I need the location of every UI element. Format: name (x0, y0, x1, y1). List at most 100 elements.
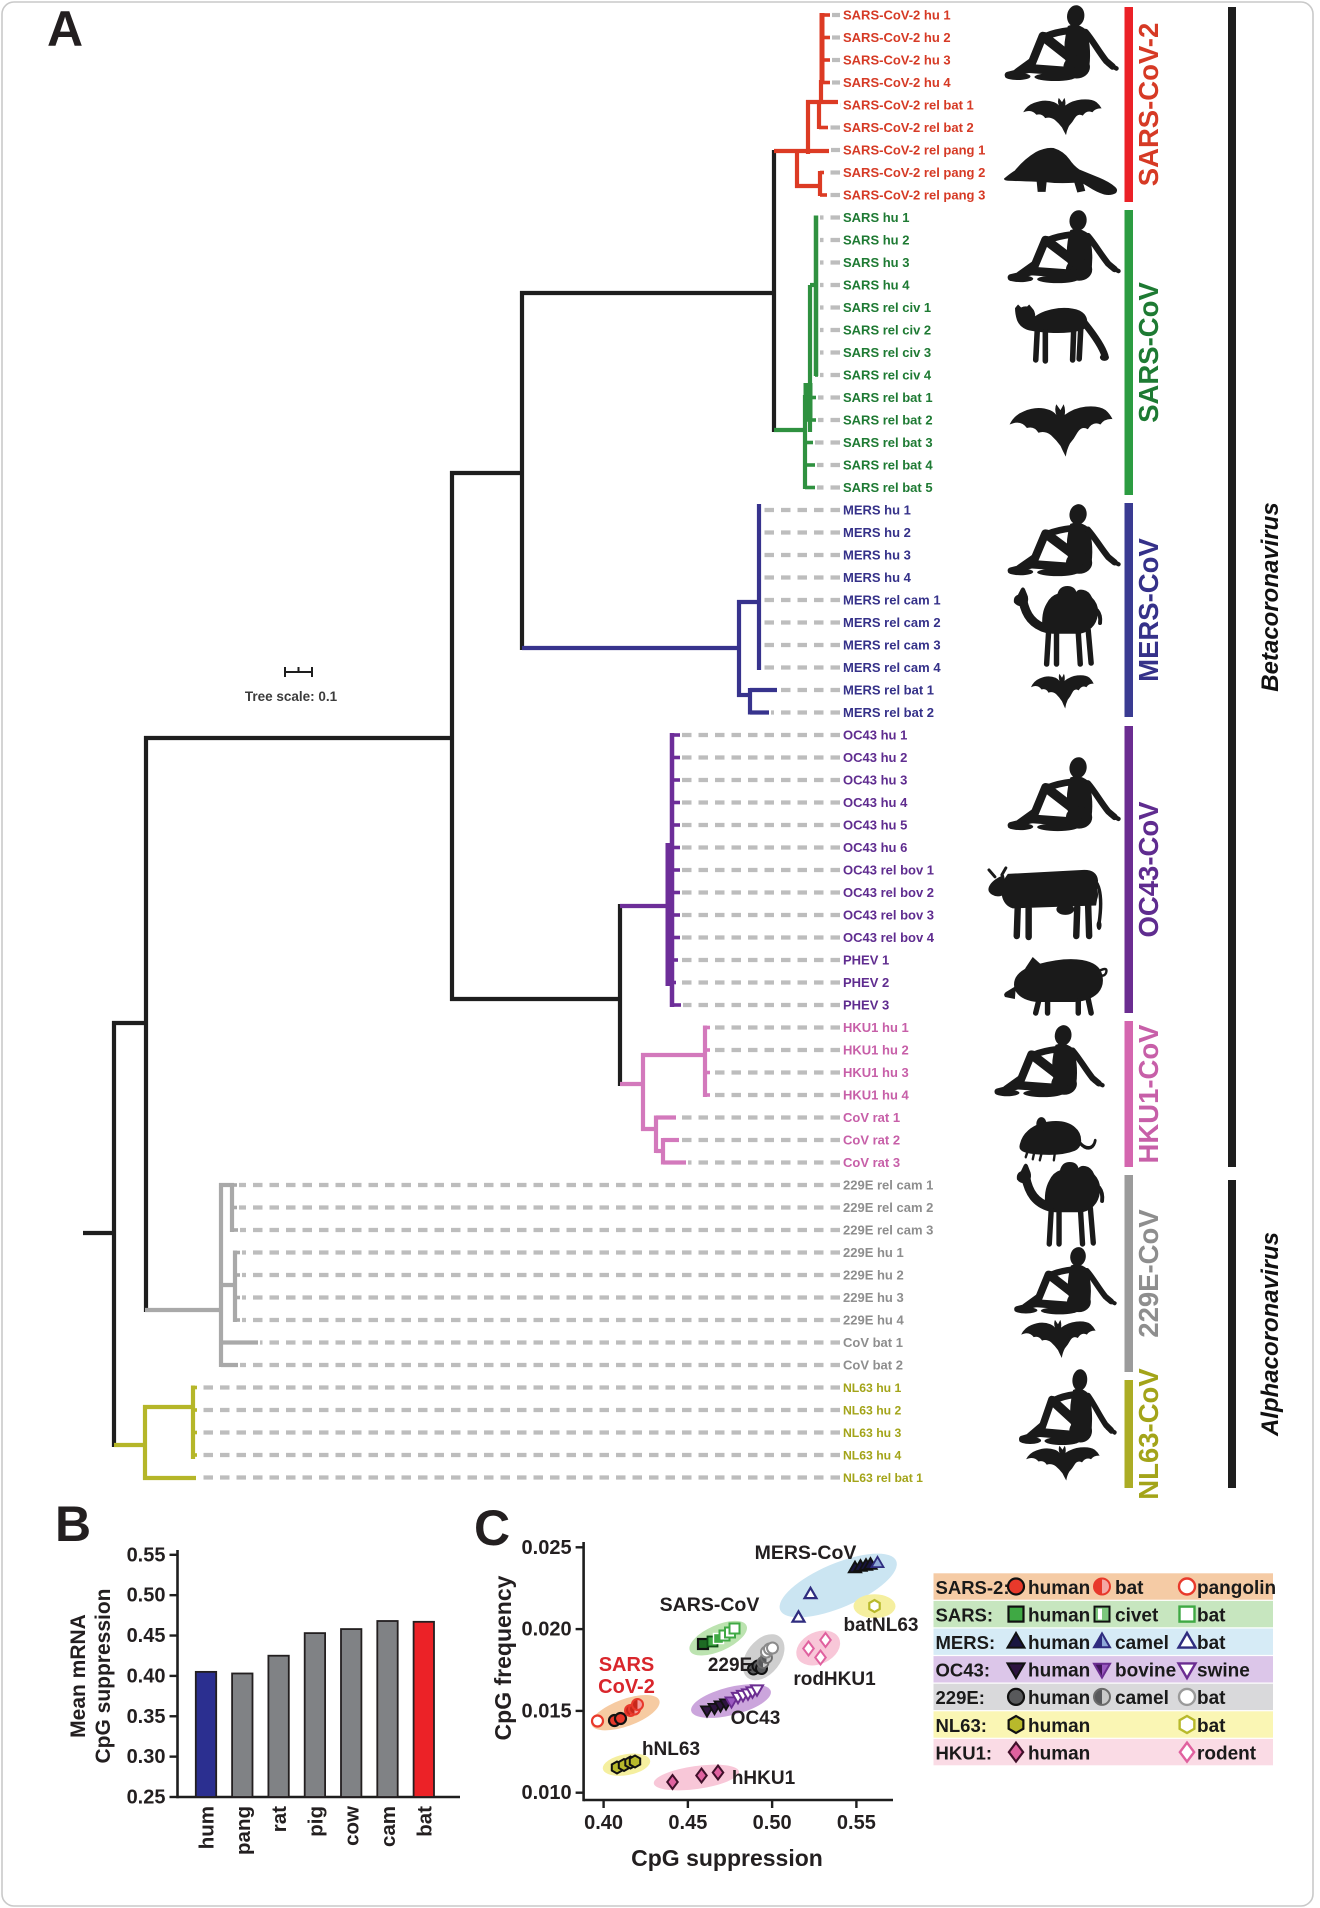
svg-text:CoV rat 3: CoV rat 3 (843, 1155, 900, 1170)
svg-text:CoV-2: CoV-2 (598, 1676, 655, 1698)
svg-text:human: human (1028, 1605, 1090, 1626)
svg-text:SARS-2:: SARS-2: (936, 1577, 1010, 1598)
svg-text:camel: camel (1115, 1688, 1169, 1709)
svg-text:SARS-CoV-2 rel pang 2: SARS-CoV-2 rel pang 2 (843, 165, 985, 180)
svg-text:SARS hu 2: SARS hu 2 (843, 233, 909, 248)
svg-text:Alphacoronavirus: Alphacoronavirus (1257, 1232, 1284, 1437)
svg-text:229E hu 2: 229E hu 2 (843, 1268, 904, 1283)
svg-text:MERS hu 1: MERS hu 1 (843, 503, 911, 518)
svg-text:SARS hu 4: SARS hu 4 (843, 278, 910, 293)
svg-text:NL63-CoV: NL63-CoV (1133, 1368, 1164, 1500)
svg-text:NL63 rel bat 1: NL63 rel bat 1 (843, 1471, 923, 1485)
svg-text:rodent: rodent (1197, 1743, 1257, 1764)
svg-text:Tree scale: 0.1: Tree scale: 0.1 (245, 689, 338, 704)
svg-text:229E hu 1: 229E hu 1 (843, 1245, 904, 1260)
svg-text:SARS-CoV-2 hu 3: SARS-CoV-2 hu 3 (843, 53, 951, 68)
svg-text:cam: cam (377, 1806, 400, 1847)
svg-text:CpG suppression: CpG suppression (92, 1588, 115, 1763)
svg-text:C: C (474, 1500, 510, 1556)
svg-text:OC43 rel bov 1: OC43 rel bov 1 (843, 863, 934, 878)
svg-text:HKU1 hu 1: HKU1 hu 1 (843, 1020, 909, 1035)
svg-text:HKU1 hu 4: HKU1 hu 4 (843, 1088, 910, 1103)
svg-text:SARS hu 1: SARS hu 1 (843, 210, 909, 225)
svg-text:SARS rel bat 5: SARS rel bat 5 (843, 480, 933, 495)
svg-text:CoV bat 1: CoV bat 1 (843, 1335, 903, 1350)
svg-text:CoV rat 1: CoV rat 1 (843, 1110, 900, 1125)
svg-text:SARS-CoV: SARS-CoV (660, 1594, 760, 1616)
svg-text:CpG frequency: CpG frequency (490, 1575, 516, 1740)
svg-text:OC43-CoV: OC43-CoV (1133, 801, 1164, 938)
svg-text:hNL63: hNL63 (642, 1739, 700, 1760)
svg-text:bat: bat (1197, 1688, 1226, 1709)
svg-text:MERS rel cam 4: MERS rel cam 4 (843, 660, 941, 675)
svg-text:rodHKU1: rodHKU1 (793, 1669, 876, 1690)
svg-text:0.010: 0.010 (522, 1782, 572, 1804)
svg-text:0.35: 0.35 (127, 1706, 166, 1728)
svg-text:MERS rel bat 1: MERS rel bat 1 (843, 683, 934, 698)
svg-text:OC43: OC43 (731, 1708, 781, 1729)
svg-text:MERS rel bat 2: MERS rel bat 2 (843, 705, 934, 720)
svg-text:OC43 hu 1: OC43 hu 1 (843, 728, 907, 743)
svg-text:NL63 hu 2: NL63 hu 2 (843, 1404, 901, 1418)
svg-text:OC43 hu 4: OC43 hu 4 (843, 795, 908, 810)
svg-text:pang: pang (232, 1806, 255, 1855)
svg-text:camel: camel (1115, 1633, 1169, 1654)
svg-text:bat: bat (413, 1806, 436, 1837)
svg-text:rat: rat (268, 1806, 291, 1832)
svg-text:MERS hu 4: MERS hu 4 (843, 570, 912, 585)
svg-text:OC43 hu 2: OC43 hu 2 (843, 750, 907, 765)
svg-text:OC43 hu 3: OC43 hu 3 (843, 773, 907, 788)
svg-text:0.45: 0.45 (127, 1625, 166, 1647)
svg-text:CoV bat 2: CoV bat 2 (843, 1358, 903, 1373)
svg-text:MERS-CoV: MERS-CoV (1133, 538, 1164, 682)
svg-text:bovine: bovine (1115, 1661, 1176, 1682)
svg-text:229E hu 3: 229E hu 3 (843, 1290, 904, 1305)
svg-text:CoV rat 2: CoV rat 2 (843, 1133, 900, 1148)
svg-text:SARS: SARS (599, 1654, 655, 1676)
svg-text:human: human (1028, 1716, 1090, 1737)
svg-text:SARS hu 3: SARS hu 3 (843, 255, 909, 270)
svg-text:bat: bat (1115, 1578, 1144, 1599)
svg-text:SARS rel bat 2: SARS rel bat 2 (843, 413, 933, 428)
svg-text:0.50: 0.50 (127, 1585, 166, 1607)
svg-text:CpG suppression: CpG suppression (631, 1845, 823, 1871)
svg-text:MERS rel cam 3: MERS rel cam 3 (843, 638, 941, 653)
svg-text:SARS-CoV-2 hu 1: SARS-CoV-2 hu 1 (843, 8, 951, 23)
svg-text:0.45: 0.45 (668, 1812, 707, 1834)
svg-text:NL63:: NL63: (936, 1715, 987, 1736)
svg-text:0.020: 0.020 (522, 1619, 572, 1641)
svg-text:0.30: 0.30 (127, 1746, 166, 1768)
svg-text:SARS-CoV: SARS-CoV (1133, 282, 1164, 423)
svg-text:SARS rel bat 3: SARS rel bat 3 (843, 435, 933, 450)
svg-text:bat: bat (1197, 1716, 1226, 1737)
svg-text:OC43 rel bov 4: OC43 rel bov 4 (843, 930, 935, 945)
svg-text:OC43:: OC43: (936, 1660, 991, 1681)
svg-text:human: human (1028, 1688, 1090, 1709)
svg-text:hum: hum (196, 1806, 219, 1849)
svg-text:human: human (1028, 1633, 1090, 1654)
svg-text:SARS-CoV-2 hu 2: SARS-CoV-2 hu 2 (843, 30, 951, 45)
svg-text:SARS:: SARS: (936, 1604, 994, 1625)
svg-text:0.55: 0.55 (837, 1812, 876, 1834)
svg-text:229E: 229E (708, 1655, 752, 1676)
svg-text:PHEV 2: PHEV 2 (843, 975, 889, 990)
svg-text:MERS:: MERS: (936, 1632, 996, 1653)
svg-text:swine: swine (1197, 1661, 1250, 1682)
svg-text:pangolin: pangolin (1197, 1578, 1276, 1599)
svg-text:human: human (1028, 1743, 1090, 1764)
svg-text:MERS rel cam 1: MERS rel cam 1 (843, 593, 941, 608)
svg-text:SARS-CoV-2 rel pang 3: SARS-CoV-2 rel pang 3 (843, 188, 985, 203)
svg-text:A: A (47, 1, 83, 57)
svg-text:NL63 hu 4: NL63 hu 4 (843, 1449, 901, 1463)
svg-text:HKU1 hu 2: HKU1 hu 2 (843, 1043, 909, 1058)
svg-text:0.40: 0.40 (584, 1812, 623, 1834)
svg-text:SARS-CoV-2: SARS-CoV-2 (1133, 23, 1164, 187)
svg-text:SARS rel bat 1: SARS rel bat 1 (843, 390, 933, 405)
svg-text:PHEV 1: PHEV 1 (843, 953, 889, 968)
svg-text:NL63 hu 3: NL63 hu 3 (843, 1426, 901, 1440)
svg-text:SARS-CoV-2 rel bat 2: SARS-CoV-2 rel bat 2 (843, 120, 974, 135)
svg-text:hHKU1: hHKU1 (732, 1768, 796, 1789)
svg-text:SARS rel civ 4: SARS rel civ 4 (843, 368, 932, 383)
svg-text:MERS rel cam 2: MERS rel cam 2 (843, 615, 941, 630)
svg-text:229E rel cam 1: 229E rel cam 1 (843, 1178, 933, 1193)
